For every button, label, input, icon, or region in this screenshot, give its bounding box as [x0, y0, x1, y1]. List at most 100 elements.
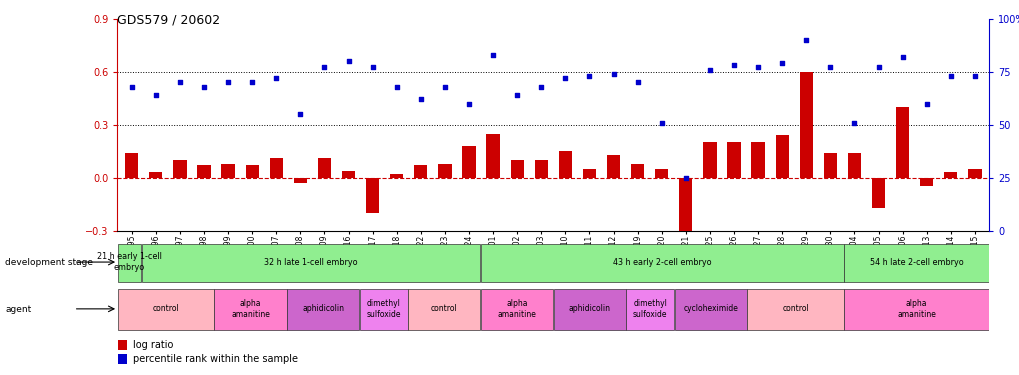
Bar	[823, 153, 837, 178]
FancyBboxPatch shape	[117, 290, 214, 330]
Bar	[173, 160, 186, 178]
Bar	[774, 135, 788, 178]
FancyBboxPatch shape	[214, 290, 286, 330]
Text: log ratio: log ratio	[132, 340, 173, 350]
Point	[556, 75, 573, 81]
Bar	[967, 169, 980, 178]
Bar	[751, 142, 764, 178]
Point	[918, 100, 934, 106]
Text: percentile rank within the sample: percentile rank within the sample	[132, 354, 298, 364]
Point	[846, 120, 862, 126]
Point	[749, 64, 765, 70]
Bar	[799, 72, 812, 178]
Point	[653, 120, 669, 126]
Bar	[125, 153, 139, 178]
Text: cycloheximide: cycloheximide	[683, 304, 738, 313]
Text: alpha
amanitine: alpha amanitine	[897, 299, 935, 319]
Bar	[486, 134, 499, 178]
Bar	[727, 142, 740, 178]
Bar	[366, 178, 379, 213]
Text: GDS579 / 20602: GDS579 / 20602	[117, 13, 220, 26]
Point	[436, 84, 452, 90]
Bar	[511, 160, 524, 178]
FancyBboxPatch shape	[286, 290, 359, 330]
Point	[148, 92, 164, 98]
Bar	[269, 158, 282, 178]
Point	[966, 73, 982, 79]
FancyBboxPatch shape	[747, 290, 843, 330]
Text: 32 h late 1-cell embryo: 32 h late 1-cell embryo	[264, 258, 358, 267]
Point	[340, 58, 357, 64]
Point	[677, 175, 693, 181]
Point	[484, 52, 500, 58]
Text: aphidicolin: aphidicolin	[302, 304, 343, 313]
Bar	[149, 172, 162, 178]
Bar	[654, 169, 667, 178]
Bar	[198, 165, 211, 178]
Point	[629, 80, 645, 86]
FancyBboxPatch shape	[117, 244, 142, 282]
Bar	[944, 172, 957, 178]
FancyBboxPatch shape	[674, 290, 746, 330]
Bar	[871, 178, 884, 208]
Point	[316, 64, 332, 70]
Text: agent: agent	[5, 305, 32, 314]
Point	[292, 111, 309, 117]
Text: control: control	[782, 304, 808, 313]
Bar	[389, 174, 403, 178]
Text: 43 h early 2-cell embryo: 43 h early 2-cell embryo	[612, 258, 711, 267]
Bar	[895, 107, 908, 178]
Bar	[246, 165, 259, 178]
Bar	[558, 151, 572, 178]
Bar	[847, 153, 860, 178]
FancyBboxPatch shape	[142, 244, 480, 282]
FancyBboxPatch shape	[360, 290, 408, 330]
FancyBboxPatch shape	[553, 290, 626, 330]
Text: alpha
amanitine: alpha amanitine	[497, 299, 536, 319]
Bar	[118, 340, 127, 350]
Point	[821, 64, 838, 70]
FancyBboxPatch shape	[626, 290, 674, 330]
Text: development stage: development stage	[5, 258, 93, 267]
Bar	[534, 160, 547, 178]
Bar	[118, 354, 127, 364]
Bar	[293, 178, 307, 183]
Bar	[679, 178, 692, 238]
Text: dimethyl
sulfoxide: dimethyl sulfoxide	[366, 299, 400, 319]
Point	[869, 64, 886, 70]
Text: control: control	[431, 304, 458, 313]
Text: dimethyl
sulfoxide: dimethyl sulfoxide	[633, 299, 666, 319]
Text: aphidicolin: aphidicolin	[569, 304, 610, 313]
Bar	[582, 169, 595, 178]
Bar	[438, 164, 451, 178]
FancyBboxPatch shape	[844, 244, 988, 282]
Point	[942, 73, 958, 79]
Point	[773, 60, 790, 66]
Bar	[462, 146, 475, 178]
Bar	[341, 171, 355, 178]
FancyBboxPatch shape	[480, 244, 843, 282]
Point	[461, 100, 477, 106]
Point	[581, 73, 597, 79]
Point	[364, 64, 380, 70]
Bar	[606, 155, 620, 178]
Bar	[703, 142, 716, 178]
Point	[894, 54, 910, 60]
Point	[220, 80, 236, 86]
Bar	[631, 164, 644, 178]
Point	[123, 84, 140, 90]
Point	[171, 80, 187, 86]
Point	[196, 84, 212, 90]
FancyBboxPatch shape	[844, 290, 988, 330]
FancyBboxPatch shape	[408, 290, 480, 330]
Point	[701, 67, 717, 73]
Text: 54 h late 2-cell embryo: 54 h late 2-cell embryo	[869, 258, 963, 267]
Point	[726, 62, 742, 68]
Point	[268, 75, 284, 81]
Point	[508, 92, 525, 98]
Point	[533, 84, 549, 90]
Point	[605, 71, 622, 77]
Bar	[414, 165, 427, 178]
Point	[797, 37, 813, 43]
Bar	[221, 164, 234, 178]
